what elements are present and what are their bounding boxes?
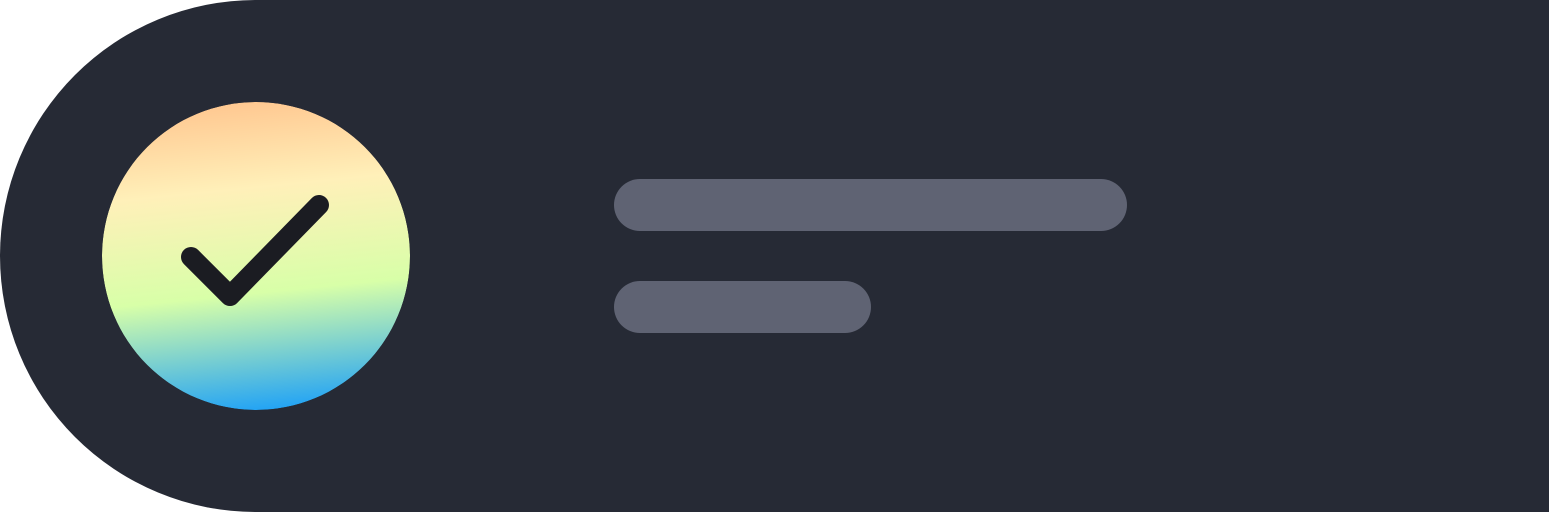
checkmark-icon <box>181 195 329 306</box>
subtitle-placeholder-line <box>614 281 871 333</box>
title-placeholder-line <box>614 179 1127 231</box>
status-avatar <box>102 102 410 410</box>
avatar-graphic <box>102 102 410 410</box>
